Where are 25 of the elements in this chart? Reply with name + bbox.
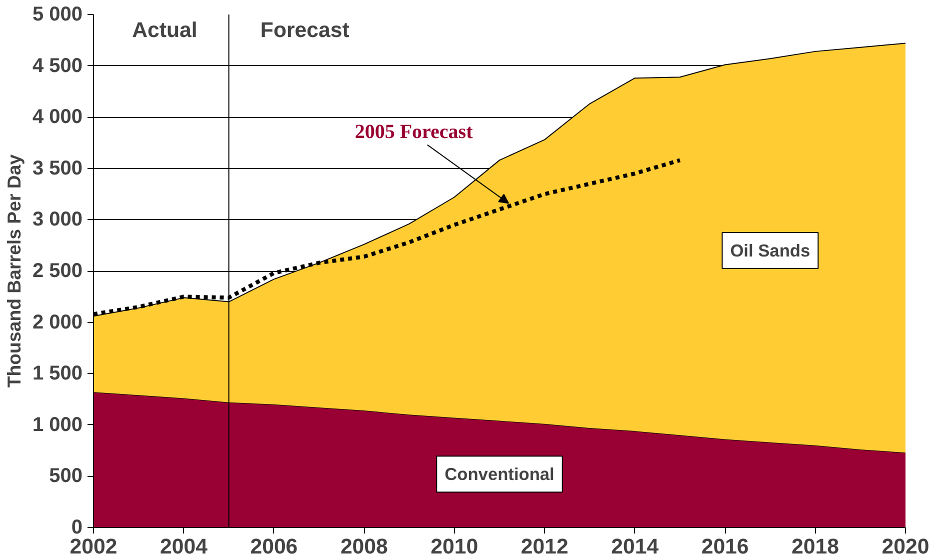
- x-tick-label: 2006: [250, 534, 298, 556]
- x-tick-label: 2008: [340, 534, 388, 556]
- y-tick-label: 2 500: [32, 260, 83, 282]
- text: 2005 Forecast: [354, 120, 474, 143]
- x-tick-label: 2010: [430, 534, 478, 556]
- y-tick-label: 3 500: [32, 157, 83, 180]
- x-tick-label: 2004: [160, 534, 208, 556]
- y-tick-label: 5 000: [32, 4, 83, 26]
- x-tick-label: 2018: [792, 534, 840, 556]
- x-tick-label: 2020: [882, 534, 930, 556]
- y-axis-title: Thousand Barrels Per Day: [3, 154, 24, 388]
- x-tick-label: 2016: [701, 534, 749, 556]
- series-label: Conventional: [444, 464, 554, 484]
- y-tick-label: 3 000: [32, 208, 83, 231]
- x-tick-label: 2014: [611, 534, 659, 556]
- annotation: Actual: [132, 18, 198, 42]
- annotation: Forecast: [260, 18, 350, 42]
- y-tick-label: 2 000: [32, 311, 83, 334]
- y-tick-label: 500: [49, 465, 83, 488]
- series-label: Oil Sands: [730, 240, 810, 260]
- y-tick-label: 4 500: [32, 54, 83, 77]
- x-tick-label: 2012: [520, 534, 568, 556]
- y-tick-label: 4 000: [32, 106, 83, 128]
- y-tick-label: 1 000: [32, 414, 83, 436]
- y-tick-label: 1 500: [32, 362, 83, 385]
